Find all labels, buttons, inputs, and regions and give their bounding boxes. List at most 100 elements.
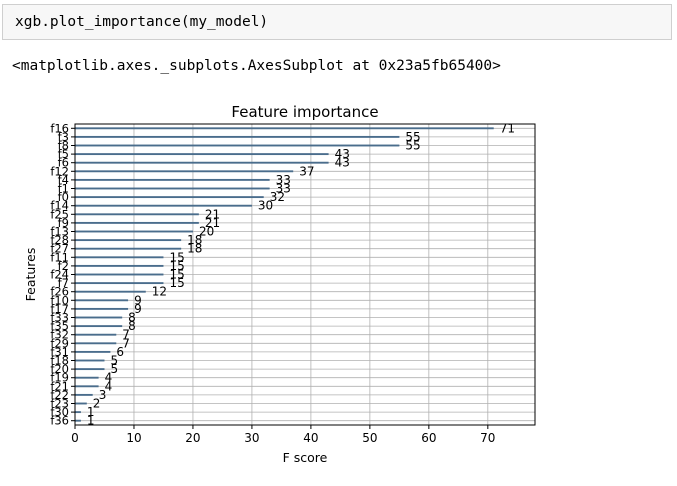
y-tick-label-f16: f16 [50, 121, 69, 135]
bar-f3 [75, 135, 400, 138]
y-tick-label-f22: f22 [50, 388, 69, 402]
data-label-f29: 7 [122, 336, 130, 350]
data-label-f9: 21 [205, 216, 220, 230]
data-label-f21: 4 [105, 379, 113, 393]
y-tick-label-f24: f24 [50, 268, 69, 282]
data-label-f18: 5 [110, 354, 118, 368]
y-tick-label-f3: f3 [58, 130, 69, 144]
y-tick-label-f25: f25 [50, 207, 69, 221]
y-tick-label-f23: f23 [50, 397, 69, 411]
data-label-f6: 43 [335, 156, 350, 170]
y-tick-label-f2: f2 [58, 259, 69, 273]
x-tick-label: 20 [185, 431, 200, 445]
chart-title: Feature importance [231, 103, 378, 121]
data-label-f1: 33 [276, 182, 291, 196]
tick-layer: 0 10 20 30 40 50 60 70f16f3f8f5f6f12f4f1f0f14f2… [50, 121, 495, 445]
bar-f13 [75, 230, 193, 233]
bar-f8 [75, 144, 400, 147]
data-label-f14: 30 [258, 199, 273, 213]
y-tick-label-f10: f10 [50, 293, 69, 307]
y-tick-label-f36: f36 [50, 414, 69, 428]
y-tick-label-f31: f31 [50, 345, 69, 359]
x-tick-label: 70 [480, 431, 495, 445]
x-tick-label: 10 [126, 431, 141, 445]
y-tick-label-f18: f18 [50, 354, 69, 368]
y-tick-label-f30: f30 [50, 405, 69, 419]
bar-f11 [75, 256, 164, 259]
bar-f6 [75, 161, 329, 164]
data-label-f24: 15 [169, 268, 184, 282]
y-tick-label-f32: f32 [50, 328, 69, 342]
y-tick-label-f29: f29 [50, 336, 69, 350]
y-axis-label: Features [23, 248, 38, 302]
bar-f27 [75, 247, 182, 250]
x-tick-label: 0 [71, 431, 79, 445]
y-tick-label-f7: f7 [58, 276, 69, 290]
bar-f9 [75, 221, 199, 224]
bar-f35 [75, 325, 123, 328]
code-input[interactable]: xgb.plot_importance(my_model) [15, 14, 269, 30]
data-label-f33: 8 [128, 311, 136, 325]
data-label-f32: 7 [122, 328, 130, 342]
data-label-f2: 15 [169, 259, 184, 273]
y-tick-label-f8: f8 [58, 139, 69, 153]
x-tick-label: 40 [303, 431, 318, 445]
y-tick-label-f33: f33 [50, 311, 69, 325]
data-label-f0: 32 [270, 190, 285, 204]
data-label-f12: 37 [299, 164, 314, 178]
bar-f12 [75, 170, 294, 173]
y-tick-label-f0: f0 [58, 190, 69, 204]
y-tick-label-f9: f9 [58, 216, 69, 230]
y-tick-label-f5: f5 [58, 147, 69, 161]
y-tick-label-f6: f6 [58, 156, 69, 170]
bar-f24 [75, 273, 164, 276]
bar-f18 [75, 359, 105, 362]
bar-f17 [75, 307, 129, 310]
data-label-f3: 55 [405, 130, 420, 144]
y-tick-label-f4: f4 [58, 173, 69, 187]
bar-f4 [75, 178, 270, 181]
x-tick-label: 50 [362, 431, 377, 445]
data-label-f4: 33 [276, 173, 291, 187]
y-tick-label-f28: f28 [50, 233, 69, 247]
data-label-f7: 15 [169, 276, 184, 290]
y-tick-label-f20: f20 [50, 362, 69, 376]
x-tick-label: 60 [421, 431, 436, 445]
bar-f2 [75, 264, 164, 267]
y-tick-label-f26: f26 [50, 285, 69, 299]
y-tick-label-f27: f27 [50, 242, 69, 256]
data-label-f27: 18 [187, 242, 202, 256]
bar-f21 [75, 385, 99, 388]
bar-f36 [75, 419, 81, 422]
data-label-f19: 4 [105, 371, 113, 385]
data-label-f11: 15 [169, 250, 184, 264]
cell-output-text: <matplotlib.axes._subplots.AxesSubplot a… [12, 58, 501, 74]
data-label-f23: 2 [93, 397, 101, 411]
bar-f14 [75, 204, 252, 207]
data-label-f30: 1 [87, 405, 95, 419]
data-label-layer: 7155554343373333323021212018181515151512… [87, 121, 515, 427]
x-axis-label: F score [283, 450, 328, 465]
bar-f26 [75, 290, 146, 293]
bar-f20 [75, 368, 105, 371]
bar-f7 [75, 282, 164, 285]
bar-layer [75, 127, 494, 422]
data-label-f17: 9 [134, 302, 142, 316]
x-tick-label: 30 [244, 431, 259, 445]
y-tick-label-f17: f17 [50, 302, 69, 316]
bar-f29 [75, 342, 117, 345]
data-label-f20: 5 [110, 362, 118, 376]
code-cell[interactable]: xgb.plot_importance(my_model) [2, 4, 672, 40]
bar-f16 [75, 127, 494, 130]
bar-f10 [75, 299, 129, 302]
data-label-f8: 55 [405, 139, 420, 153]
data-label-f16: 71 [500, 121, 515, 135]
data-label-f35: 8 [128, 319, 136, 333]
y-tick-label-f21: f21 [50, 379, 69, 393]
y-tick-label-f11: f11 [50, 250, 69, 264]
data-label-f26: 12 [152, 285, 167, 299]
data-label-f10: 9 [134, 293, 142, 307]
bar-f30 [75, 411, 81, 414]
y-tick-label-f19: f19 [50, 371, 69, 385]
